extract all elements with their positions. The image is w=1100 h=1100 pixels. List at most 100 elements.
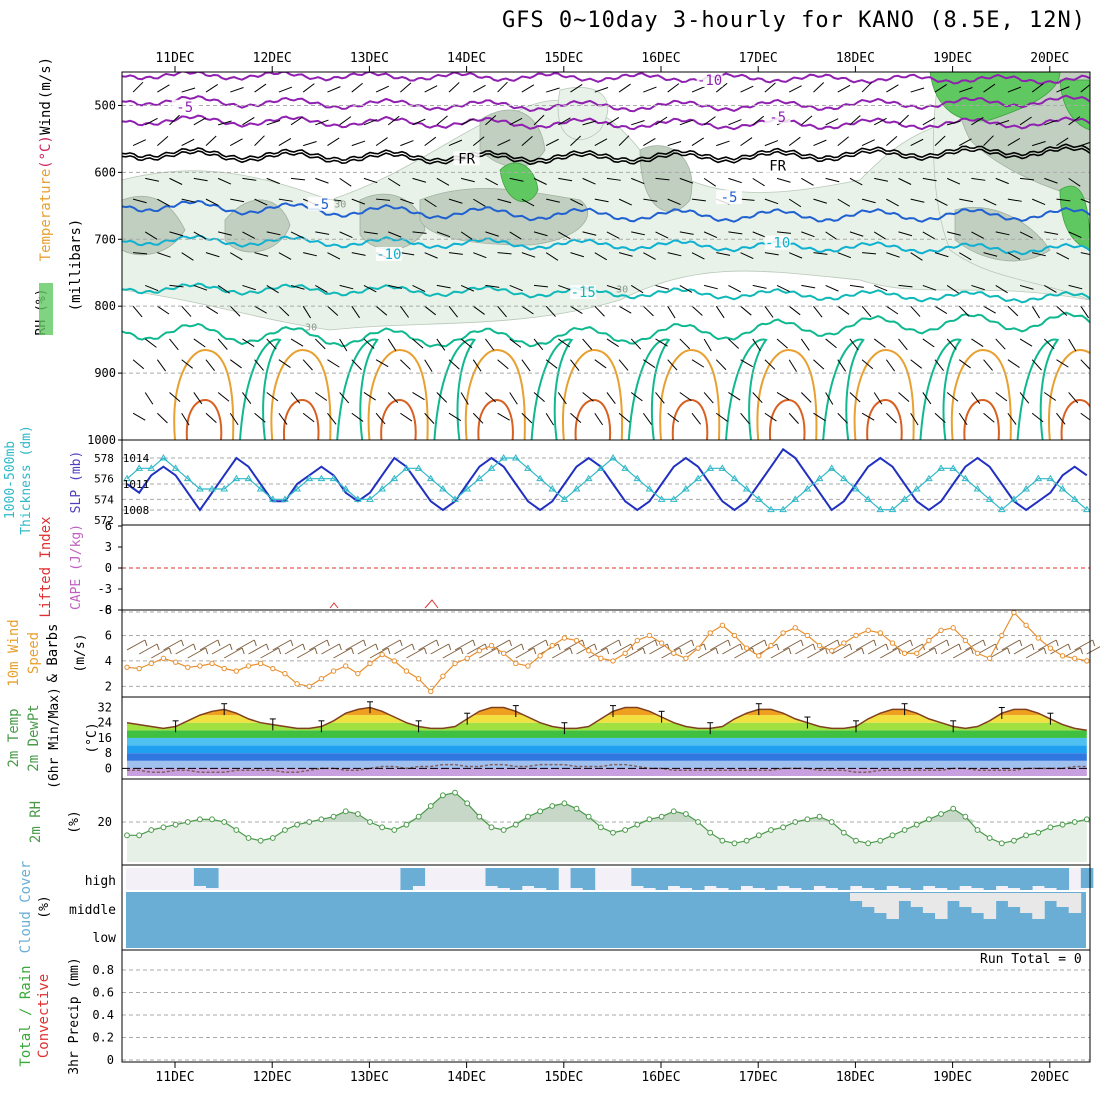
wind-barb [874, 284, 888, 292]
wind-barb [546, 87, 560, 93]
wind-10m-barb-flag [326, 639, 330, 647]
wind-speed-point [865, 627, 871, 634]
wind-barb [339, 338, 348, 352]
cloud-high-bar [509, 868, 523, 890]
rh-point [1035, 829, 1042, 836]
rh-tick-label: 20 [98, 815, 112, 829]
wind-10m-barb-flag [241, 647, 245, 655]
cape-spike [424, 599, 439, 609]
wind-barb [1031, 305, 1041, 319]
wind-barb [825, 231, 838, 241]
wind-barb [181, 87, 196, 93]
dewpt-2m-axis-label: 2m DewPt [26, 704, 42, 771]
isotherm-surface-hot [963, 398, 1000, 440]
temp-color-band [127, 760, 1087, 769]
wind-barb [315, 119, 329, 126]
wind-barb [679, 119, 694, 126]
wind-10m-barb [600, 639, 620, 651]
wind-speed-point [743, 645, 750, 651]
wind-barb [205, 359, 215, 372]
precip-total-label: Total / Rain [18, 965, 34, 1066]
wind-10m-barb-flag [472, 639, 476, 647]
wind-10m-barb [722, 643, 741, 655]
wind-barb [387, 177, 401, 187]
wind-barb [934, 252, 949, 258]
wind-barb [533, 284, 549, 288]
cloud-level-label: middle [69, 903, 116, 918]
dewpoint-line [127, 763, 1087, 773]
wind-barb [606, 392, 616, 404]
cloud-mid-gap [971, 893, 984, 913]
wind-10m-barb [916, 647, 935, 659]
wind-barb [1080, 252, 1090, 255]
wind-10m-barb [406, 647, 425, 659]
cloud-high-bar [655, 868, 669, 890]
wind-barb [910, 87, 925, 93]
wind-barb [959, 138, 972, 147]
wind-barb [436, 338, 446, 351]
wind-barb [570, 198, 584, 206]
wind-10m-barb-flag [849, 643, 853, 651]
wind-barb [375, 412, 386, 425]
wind-barb [934, 84, 947, 93]
rh-point [719, 837, 726, 844]
wind-10m-barb-flag [1067, 643, 1071, 651]
rh-point [573, 805, 580, 812]
slp-tick-label: 1008 [123, 504, 150, 517]
wind-10m-barb [1001, 639, 1021, 651]
wind-barb [946, 120, 961, 126]
wind-10m-barb [965, 639, 984, 651]
wind-barb [485, 231, 499, 237]
chart-title: GFS 0~10day 3-hourly for KANO (8.5E, 12N… [501, 8, 1086, 33]
wind-barb [278, 198, 293, 202]
wind-barb [290, 338, 304, 347]
wind-10m-barb [175, 643, 194, 655]
temp-tick-label: 16 [98, 731, 112, 745]
temp-2m-axis-label: 2m Temp [6, 708, 22, 767]
rh-shade-grey-3 [419, 188, 589, 246]
wind-barb [861, 81, 873, 93]
thickness-point [633, 474, 642, 482]
wind-barb [1080, 412, 1090, 421]
isotherm-surface-warm [756, 348, 818, 440]
rh-point [124, 832, 130, 839]
isotherm-surface-teal [433, 338, 477, 440]
wind-barb [594, 198, 609, 203]
wind-speed-point [136, 665, 142, 672]
wind-speed-point [282, 670, 288, 677]
date-label-bottom: 20DEC [1030, 1070, 1069, 1085]
wind-barb [655, 116, 668, 126]
wind-speed-point [938, 627, 944, 634]
wind-barb [424, 412, 435, 424]
wind-barb [655, 392, 665, 404]
temperature-axis-label: Temperature [38, 169, 54, 262]
wind-barb [436, 231, 451, 238]
rh-point [755, 832, 762, 839]
wind-barb [509, 117, 523, 126]
thickness-point [196, 485, 204, 492]
rh-colorbar [39, 283, 53, 335]
wind-tick-label: 8 [105, 603, 112, 617]
wind-barb [813, 82, 825, 93]
wind-barb [448, 82, 460, 93]
rh-point [440, 792, 446, 799]
wind-barb [266, 177, 280, 185]
wind-10m-barb [564, 639, 583, 651]
contour-label: -5 [721, 190, 738, 206]
thickness-point [402, 464, 411, 471]
wind-speed-point [124, 664, 130, 670]
thickness-point [730, 474, 739, 482]
wind-10m-barb [466, 643, 486, 655]
thickness-tick-label: 578 [94, 452, 114, 465]
wind-speed-point [330, 668, 337, 674]
rh-point [269, 835, 276, 841]
wind-barb [230, 138, 243, 147]
wind-speed-point [707, 630, 713, 636]
date-label-bottom: 15DEC [544, 1070, 583, 1085]
wind-barb [813, 305, 823, 318]
rh-point [768, 827, 774, 833]
cloud-high-bar [1007, 868, 1021, 888]
wind-10m-barb [697, 647, 717, 659]
wind-10m-barb [880, 647, 899, 659]
wind-barb [254, 359, 264, 371]
